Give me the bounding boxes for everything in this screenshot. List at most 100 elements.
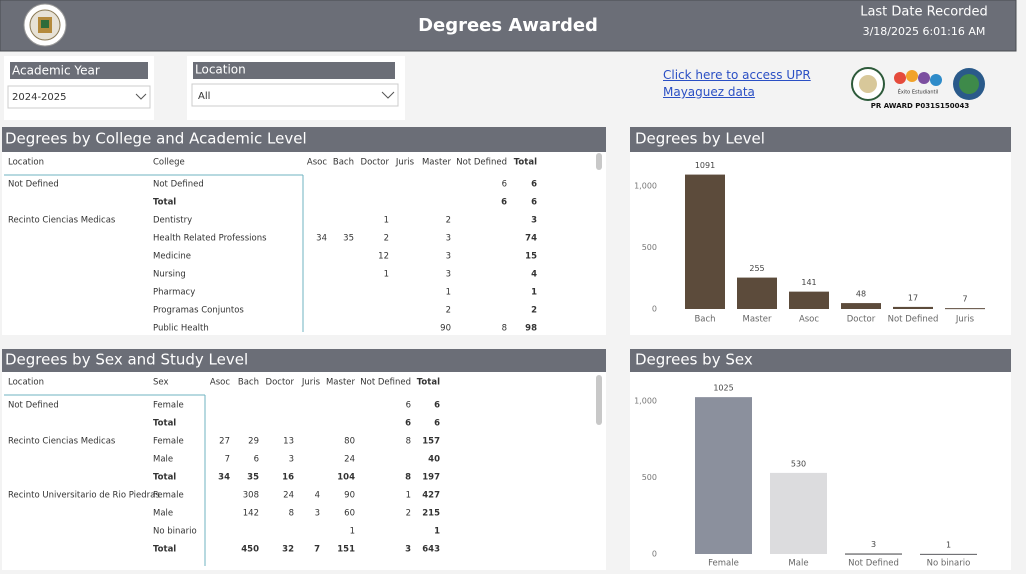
bar [789, 291, 829, 309]
table-cell: 6 [434, 419, 440, 429]
seal-logo [23, 3, 67, 47]
table-cell: 7 [225, 455, 230, 465]
row-label: Female [153, 401, 184, 411]
table-cell: 35 [343, 234, 354, 244]
value-label: 7 [962, 295, 967, 304]
scrollbar[interactable] [596, 153, 602, 170]
column-header: Total [514, 158, 537, 168]
filter-label: Academic Year [12, 64, 100, 78]
row-label: Not Defined [8, 401, 59, 411]
last-date-label: Last Date Recorded [860, 5, 988, 20]
table-cell: 1 [384, 216, 389, 226]
panel-title: Degrees by Level [635, 130, 765, 148]
table-cell: 3 [446, 270, 451, 280]
dropdown[interactable] [7, 85, 151, 109]
row-label: Medicine [153, 252, 191, 262]
table-cell: 29 [248, 437, 259, 447]
table-cell: 90 [440, 324, 451, 334]
table-cell: 643 [422, 545, 440, 555]
table-cell: 34 [218, 473, 230, 483]
column-header: Location [8, 378, 44, 388]
value-label: 530 [791, 459, 806, 468]
table-cell: 6 [501, 198, 507, 208]
x-tick-label: Female [708, 559, 739, 569]
table-cell: 15 [525, 252, 537, 262]
value-label: 48 [856, 290, 866, 299]
row-label: Pharmacy [153, 288, 195, 298]
table-cell: 98 [525, 324, 537, 334]
table-cell: 3 [315, 509, 320, 519]
bar [685, 174, 725, 309]
y-tick-label: 500 [642, 243, 657, 252]
y-tick-label: 1,000 [634, 181, 657, 190]
table-cell: 151 [337, 545, 355, 555]
row-label: Recinto Universitario de Rio Piedras [8, 491, 160, 501]
column-header: Location [8, 158, 44, 168]
column-header: Doctor [266, 378, 295, 388]
table-cell: 90 [344, 491, 355, 501]
table-cell: 1 [446, 288, 451, 298]
table-cell: 197 [422, 473, 440, 483]
scrollbar[interactable] [596, 375, 602, 425]
row-label: Public Health [153, 324, 209, 334]
table-cell: 80 [344, 437, 355, 447]
last-date: 3/18/2025 6:01:16 AM [863, 25, 986, 38]
panel-header [2, 127, 606, 152]
bar [845, 553, 902, 555]
row-label: Total [153, 198, 176, 208]
x-tick-label: Doctor [847, 315, 876, 325]
filter-label-bar [10, 62, 148, 79]
column-header: Sex [153, 378, 169, 388]
value-label: 1091 [695, 161, 715, 170]
dropdown-value: 2024-2025 [12, 92, 67, 103]
y-tick-label: 500 [642, 473, 657, 482]
value-label: 1 [946, 540, 951, 549]
filter-label-bar [193, 62, 395, 79]
panel-title: Degrees by College and Academic Level [5, 130, 307, 148]
x-tick-label: Not Defined [888, 315, 939, 325]
row-label: Female [153, 437, 184, 447]
row-label: Nursing [153, 270, 186, 280]
table-cell: 2 [446, 216, 451, 226]
table-cell: 3 [446, 252, 451, 262]
table-cell: 142 [243, 509, 259, 519]
table-cell: 27 [219, 437, 230, 447]
table-cell: 1 [406, 491, 411, 501]
table-cell: 16 [282, 473, 294, 483]
x-tick-label: Not Defined [848, 559, 899, 569]
column-header: Master [326, 378, 356, 388]
table-cell: 3 [405, 545, 411, 555]
table-cell: 2 [446, 306, 451, 316]
table-cell: 6 [531, 180, 537, 190]
value-label: 1025 [713, 384, 733, 393]
table-cell: 3 [446, 234, 451, 244]
table-cell: 32 [282, 545, 294, 555]
panel-header [630, 127, 1011, 152]
table-cell: 8 [405, 473, 411, 483]
external-link[interactable]: Click here to access UPR Mayaguez data [663, 68, 811, 99]
column-header: Bach [238, 378, 259, 388]
column-header: Not Defined [456, 158, 507, 168]
bar [695, 397, 752, 554]
row-label: Not Defined [8, 180, 59, 190]
table-cell: 1 [434, 527, 440, 537]
partner-logos: Éxito Estudiantil PR AWARD P031S150043 [851, 67, 985, 110]
bar [893, 306, 933, 309]
table-cell: 215 [422, 509, 440, 519]
table-cell: 6 [502, 180, 507, 190]
row-label: Male [153, 509, 173, 519]
table-cell: 8 [289, 509, 294, 519]
x-tick-label: Bach [694, 315, 715, 325]
table-panel [2, 349, 606, 570]
y-tick-label: 0 [652, 550, 657, 559]
row-label: Health Related Professions [153, 234, 267, 244]
bar [841, 303, 881, 309]
table-cell: 3 [289, 455, 294, 465]
dropdown[interactable] [191, 83, 399, 107]
bar [945, 308, 985, 310]
value-label: 141 [801, 278, 816, 287]
column-header: Asoc [210, 378, 230, 388]
award-caption: PR AWARD P031S150043 [871, 102, 970, 110]
